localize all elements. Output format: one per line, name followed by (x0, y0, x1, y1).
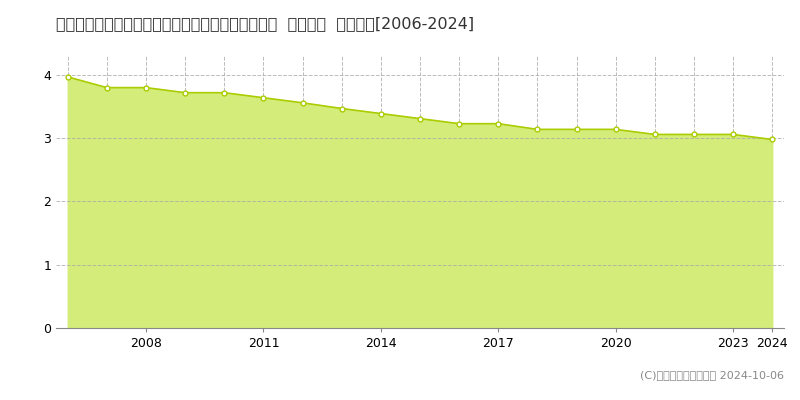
Text: (C)土地価格ドットコム 2024-10-06: (C)土地価格ドットコム 2024-10-06 (640, 370, 784, 380)
Text: 北海道久遠郡せたな町北檜山区北檜山３１１番９外  基準地価  地価推移[2006-2024]: 北海道久遠郡せたな町北檜山区北檜山３１１番９外 基準地価 地価推移[2006-2… (56, 16, 474, 31)
